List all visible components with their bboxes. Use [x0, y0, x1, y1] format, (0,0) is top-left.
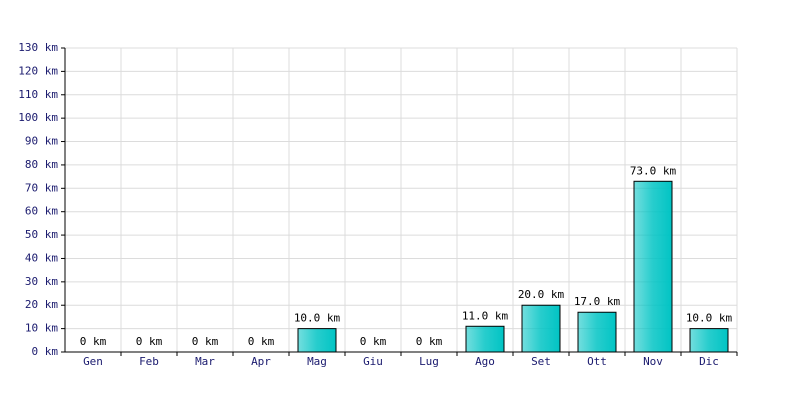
value-label: 11.0 km [462, 309, 509, 322]
bar [465, 325, 505, 353]
value-label: 0 km [136, 335, 163, 348]
x-tick-label: Gen [83, 355, 103, 368]
value-label: 17.0 km [574, 295, 621, 308]
y-tick-label: 130 km [18, 41, 58, 54]
bar [521, 304, 561, 353]
x-tick-label: Dic [699, 355, 719, 368]
value-label: 0 km [360, 335, 387, 348]
y-tick-label: 110 km [18, 88, 58, 101]
value-label: 0 km [80, 335, 107, 348]
y-tick-label: 50 km [25, 228, 58, 241]
y-tick-label: 70 km [25, 181, 58, 194]
x-tick-label: Feb [139, 355, 159, 368]
bar [633, 180, 673, 353]
bar [577, 311, 617, 353]
value-label: 0 km [192, 335, 219, 348]
y-tick-label: 0 km [32, 345, 59, 358]
y-tick-label: 30 km [25, 275, 58, 288]
x-tick-label: Lug [419, 355, 439, 368]
x-tick-label: Mar [195, 355, 215, 368]
value-label: 20.0 km [518, 288, 565, 301]
x-tick-label: Set [531, 355, 551, 368]
bar [689, 328, 729, 353]
y-tick-label: 60 km [25, 205, 58, 218]
x-tick-label: Ago [475, 355, 495, 368]
x-tick-label: Nov [643, 355, 663, 368]
x-tick-label: Mag [307, 355, 327, 368]
y-tick-label: 100 km [18, 111, 58, 124]
y-tick-label: 40 km [25, 251, 58, 264]
y-tick-label: 20 km [25, 298, 58, 311]
x-tick-label: Giu [363, 355, 383, 368]
y-tick-label: 120 km [18, 64, 58, 77]
value-label: 0 km [248, 335, 275, 348]
x-tick-label: Apr [251, 355, 271, 368]
value-label: 0 km [416, 335, 443, 348]
bar [297, 328, 337, 353]
y-tick-label: 90 km [25, 135, 58, 148]
y-tick-label: 80 km [25, 158, 58, 171]
value-label: 10.0 km [294, 312, 341, 325]
value-label: 10.0 km [686, 312, 733, 325]
y-tick-label: 10 km [25, 322, 58, 335]
value-label: 73.0 km [630, 164, 677, 177]
x-tick-label: Ott [587, 355, 607, 368]
